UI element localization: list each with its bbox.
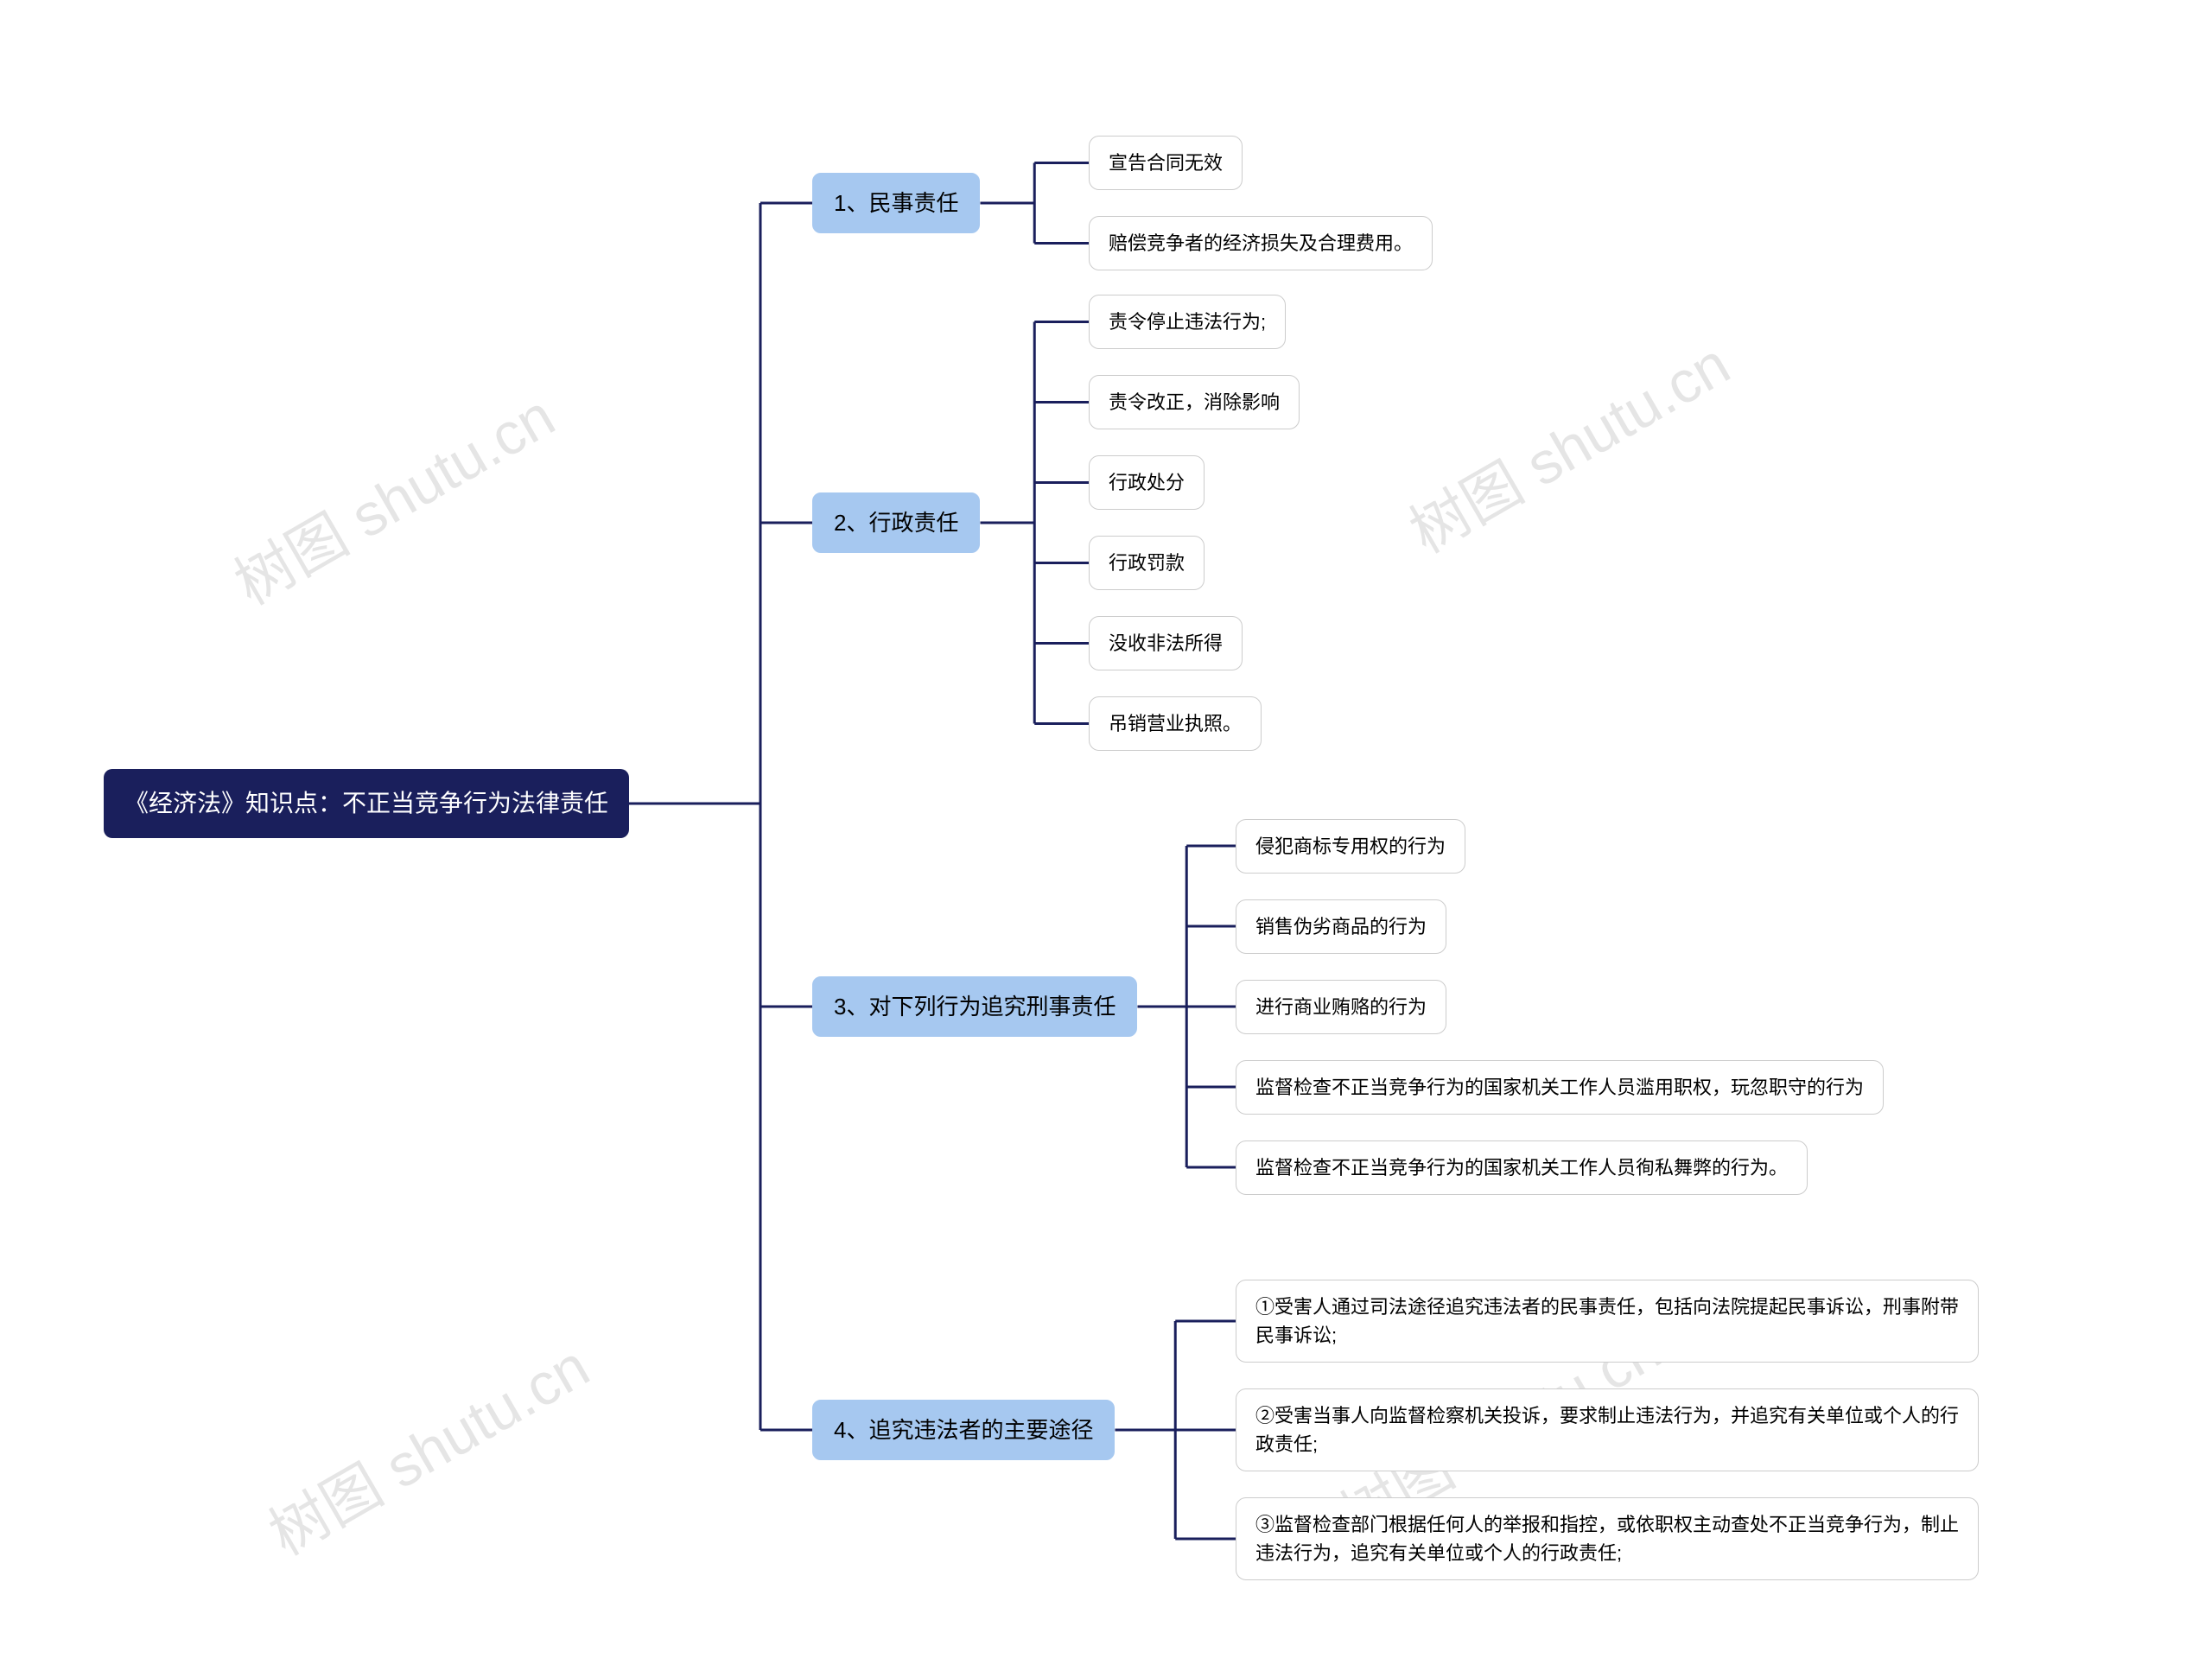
leaf-node: 行政处分 <box>1089 455 1205 510</box>
leaf-label: 赔偿竞争者的经济损失及合理费用。 <box>1109 229 1413 257</box>
watermark: 树图 shutu.cn <box>251 1319 602 1572</box>
leaf-node: 监督检查不正当竞争行为的国家机关工作人员滥用职权，玩忽职守的行为 <box>1236 1060 1884 1115</box>
watermark: 树图 shutu.cn <box>1392 317 1743 569</box>
leaf-node: 进行商业贿赂的行为 <box>1236 980 1446 1034</box>
branch-label: 4、追究违法者的主要途径 <box>834 1414 1093 1447</box>
leaf-node: 没收非法所得 <box>1089 616 1243 670</box>
leaf-label: ②受害当事人向监督检察机关投诉，要求制止违法行为，并追究有关单位或个人的行政责任… <box>1255 1401 1959 1458</box>
mindmap-canvas: 树图 shutu.cn 树图 shutu.cn 树图 shutu.cn 树图 s… <box>0 0 2212 1671</box>
leaf-label: 责令改正，消除影响 <box>1109 388 1280 416</box>
leaf-node: ①受害人通过司法途径追究违法者的民事责任，包括向法院提起民事诉讼，刑事附带民事诉… <box>1236 1280 1979 1363</box>
leaf-label: ①受害人通过司法途径追究违法者的民事责任，包括向法院提起民事诉讼，刑事附带民事诉… <box>1255 1293 1959 1350</box>
branch-node-2: 2、行政责任 <box>812 492 980 553</box>
leaf-node: ③监督检查部门根据任何人的举报和指控，或依职权主动查处不正当竞争行为，制止违法行… <box>1236 1497 1979 1580</box>
root-label: 《经济法》知识点：不正当竞争行为法律责任 <box>124 785 608 822</box>
leaf-node: 责令改正，消除影响 <box>1089 375 1300 429</box>
leaf-node: 赔偿竞争者的经济损失及合理费用。 <box>1089 216 1433 270</box>
branch-label: 1、民事责任 <box>834 187 958 220</box>
watermark: 树图 shutu.cn <box>217 369 568 621</box>
leaf-node: ②受害当事人向监督检察机关投诉，要求制止违法行为，并追究有关单位或个人的行政责任… <box>1236 1388 1979 1471</box>
leaf-label: 进行商业贿赂的行为 <box>1255 993 1427 1021</box>
leaf-label: 销售伪劣商品的行为 <box>1255 912 1427 941</box>
leaf-node: 侵犯商标专用权的行为 <box>1236 819 1465 874</box>
branch-node-1: 1、民事责任 <box>812 173 980 233</box>
leaf-label: 吊销营业执照。 <box>1109 709 1242 738</box>
branch-label: 3、对下列行为追究刑事责任 <box>834 990 1116 1024</box>
branch-label: 2、行政责任 <box>834 506 958 540</box>
leaf-label: 责令停止违法行为; <box>1109 308 1266 336</box>
leaf-label: ③监督检查部门根据任何人的举报和指控，或依职权主动查处不正当竞争行为，制止违法行… <box>1255 1510 1959 1567</box>
branch-node-3: 3、对下列行为追究刑事责任 <box>812 976 1137 1037</box>
leaf-node: 销售伪劣商品的行为 <box>1236 899 1446 954</box>
leaf-label: 监督检查不正当竞争行为的国家机关工作人员滥用职权，玩忽职守的行为 <box>1255 1073 1864 1102</box>
root-node: 《经济法》知识点：不正当竞争行为法律责任 <box>104 769 629 838</box>
branch-node-4: 4、追究违法者的主要途径 <box>812 1400 1115 1460</box>
leaf-label: 行政处分 <box>1109 468 1185 497</box>
leaf-label: 没收非法所得 <box>1109 629 1223 658</box>
leaf-node: 吊销营业执照。 <box>1089 696 1262 751</box>
leaf-node: 宣告合同无效 <box>1089 136 1243 190</box>
leaf-label: 侵犯商标专用权的行为 <box>1255 832 1446 861</box>
leaf-node: 行政罚款 <box>1089 536 1205 590</box>
leaf-label: 监督检查不正当竞争行为的国家机关工作人员徇私舞弊的行为。 <box>1255 1153 1788 1182</box>
leaf-label: 宣告合同无效 <box>1109 149 1223 177</box>
leaf-node: 责令停止违法行为; <box>1089 295 1286 349</box>
leaf-label: 行政罚款 <box>1109 549 1185 577</box>
leaf-node: 监督检查不正当竞争行为的国家机关工作人员徇私舞弊的行为。 <box>1236 1140 1808 1195</box>
